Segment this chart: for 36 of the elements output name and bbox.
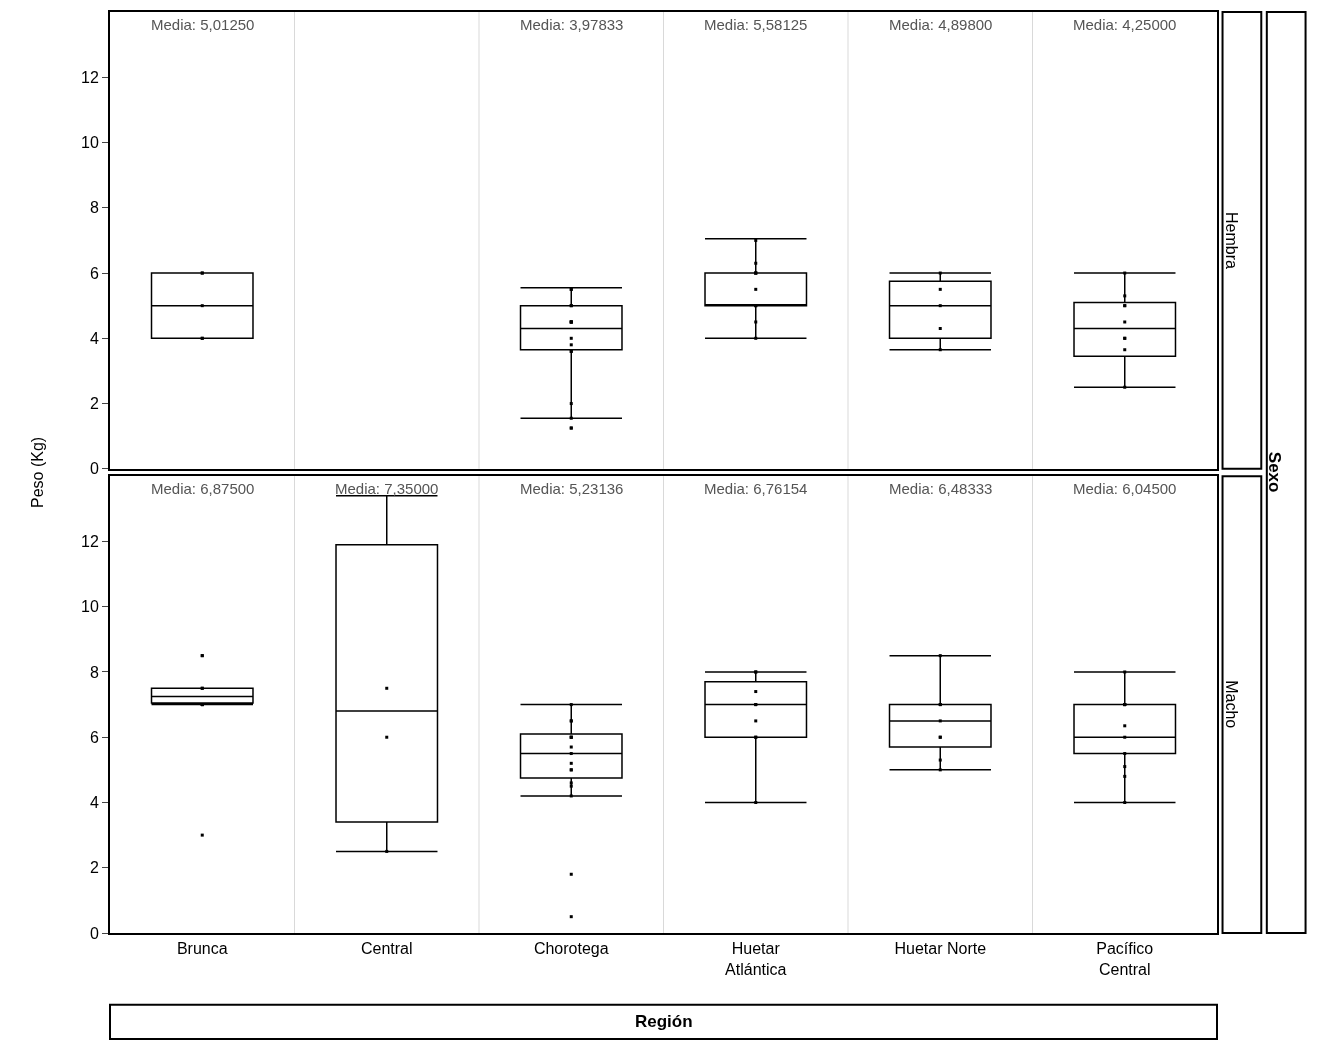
text: Sexo: [1265, 451, 1285, 493]
y-tick-label: 10: [81, 598, 99, 616]
x-tick-label: Central: [360, 940, 413, 958]
x-tick-label: Brunca: [176, 940, 228, 958]
y-tick-label: 12: [81, 68, 99, 86]
annotation: Media: 6,48333: [889, 480, 993, 497]
y-tick-label: 4: [89, 329, 99, 347]
y-tick-label: 0: [89, 460, 99, 478]
text: Macho: [1223, 680, 1240, 729]
x-tick-label: Huetar Norte: [894, 940, 987, 958]
annotation: Media: 4,25000: [1073, 16, 1177, 33]
y-tick-label: 6: [89, 264, 99, 282]
y-tick-label: 2: [89, 859, 99, 877]
y-tick-label: 2: [89, 395, 99, 413]
y-tick-label: 10: [81, 134, 99, 152]
annotation: Media: 5,23136: [520, 480, 624, 497]
annotation: Media: 7,35000: [335, 480, 439, 497]
y-axis-title: Peso (Kg): [28, 436, 46, 508]
y-tick-label: 4: [89, 794, 99, 812]
x-tick-label: Huetar Atlántica: [725, 940, 787, 978]
annotation: Media: 6,87500: [151, 480, 255, 497]
x-axis-title: Región: [635, 1012, 693, 1031]
annotation: Media: 5,01250: [151, 16, 255, 33]
text: Hembra: [1222, 212, 1240, 270]
y-tick-label: 8: [89, 199, 99, 217]
annotation: Media: 4,89800: [889, 16, 993, 33]
y-tick-label: 0: [89, 924, 99, 942]
y-tick-label: 8: [89, 663, 99, 681]
x-tick-label: Chorotega: [533, 940, 609, 958]
annotation: Media: 6,76154: [704, 480, 808, 497]
annotation: Media: 6,04500: [1073, 480, 1177, 497]
y-tick-label: 6: [89, 728, 99, 746]
annotation: Media: 5,58125: [704, 16, 808, 33]
x-tick-label: Pacífico Central: [1096, 940, 1154, 978]
annotation: Media: 3,97833: [520, 16, 624, 33]
y-tick-label: 12: [81, 533, 99, 551]
